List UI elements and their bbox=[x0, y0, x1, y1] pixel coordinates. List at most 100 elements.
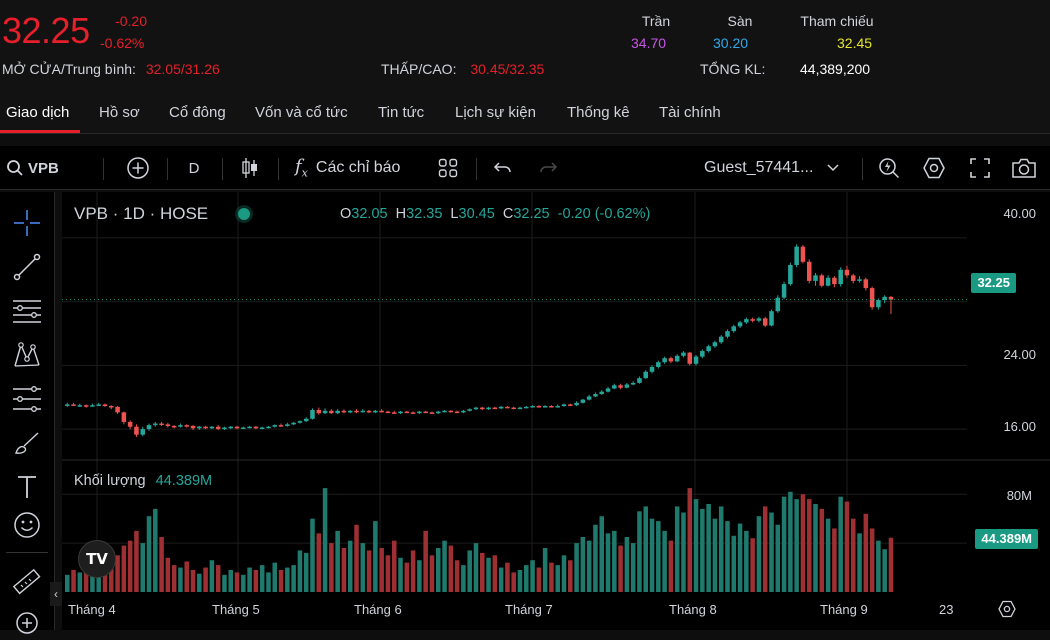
candle-body bbox=[385, 411, 391, 414]
brush-tool[interactable] bbox=[10, 426, 44, 460]
volume-bar bbox=[687, 488, 693, 592]
axis-settings-button[interactable] bbox=[998, 600, 1016, 618]
volume-bar bbox=[115, 555, 120, 592]
tab-bar: Giao dịch Hồ sơ Cổ đông Vốn và cổ tức Ti… bbox=[0, 90, 1050, 134]
tab-tin-tuc[interactable]: Tin tức bbox=[378, 104, 425, 121]
volume-bar bbox=[398, 557, 403, 592]
fullscreen-icon bbox=[970, 158, 990, 178]
candle-body bbox=[888, 296, 894, 300]
plus-circle-icon bbox=[126, 156, 150, 180]
volume-bar bbox=[857, 533, 862, 592]
trend-line-tool[interactable] bbox=[10, 250, 44, 284]
close-label: C bbox=[502, 206, 514, 222]
volume-bar bbox=[511, 572, 516, 592]
undo-button[interactable] bbox=[490, 146, 516, 190]
volume-bar bbox=[77, 572, 83, 592]
volume-bar bbox=[241, 574, 246, 592]
settings-button[interactable] bbox=[920, 146, 948, 190]
candles-icon bbox=[240, 157, 260, 179]
price-change-percent: -0.62% bbox=[100, 35, 145, 51]
candle-body bbox=[448, 410, 454, 413]
quick-search-button[interactable] bbox=[875, 146, 903, 190]
fib-tool[interactable] bbox=[10, 294, 44, 328]
close-value: 32.25 bbox=[513, 206, 550, 222]
candle-body bbox=[228, 426, 234, 429]
candle-body bbox=[127, 421, 133, 427]
indicators-button[interactable]: fx Các chỉ báo bbox=[295, 146, 419, 190]
collapse-toolbar-button[interactable]: ‹ bbox=[50, 582, 62, 606]
tab-thong-ke[interactable]: Thống kê bbox=[567, 104, 630, 121]
candle-body bbox=[417, 411, 422, 414]
volume-bar bbox=[781, 496, 787, 592]
tab-lich-su-kien[interactable]: Lịch sự kiện bbox=[455, 104, 536, 121]
volume-bar bbox=[197, 573, 202, 592]
tab-co-dong[interactable]: Cổ đông bbox=[169, 104, 226, 121]
candle-body bbox=[750, 319, 755, 321]
volume-bar bbox=[203, 567, 208, 592]
volume-bar bbox=[882, 549, 887, 592]
fullscreen-button[interactable] bbox=[966, 146, 994, 190]
candle-body bbox=[744, 319, 749, 323]
volume-bar bbox=[505, 562, 510, 592]
candle-body bbox=[266, 426, 271, 429]
crosshair-tool[interactable] bbox=[10, 206, 44, 240]
separator bbox=[0, 134, 1050, 146]
volume-bar bbox=[850, 518, 856, 592]
low-high: THẤP/CAO: 30.45/32.35 bbox=[381, 61, 544, 77]
volume-bar bbox=[429, 555, 435, 592]
zoom-in-tool[interactable] bbox=[10, 606, 44, 640]
candle-body bbox=[159, 423, 164, 426]
volume-bar bbox=[561, 555, 567, 592]
month-label: Tháng 5 bbox=[212, 602, 260, 617]
candle-body bbox=[756, 318, 762, 321]
candle-body bbox=[272, 425, 278, 427]
candle-body bbox=[423, 411, 428, 414]
candle-body bbox=[857, 279, 862, 281]
tab-tai-chinh[interactable]: Tài chính bbox=[659, 104, 721, 121]
candle-body bbox=[322, 410, 328, 414]
volume-bar bbox=[329, 543, 334, 592]
volume-bar bbox=[794, 499, 799, 592]
pattern-tool[interactable] bbox=[10, 338, 44, 372]
camera-icon bbox=[1011, 157, 1037, 179]
volume-bar bbox=[435, 548, 441, 592]
candle-body bbox=[429, 412, 435, 414]
prediction-tool[interactable] bbox=[10, 382, 44, 416]
volume-bar bbox=[291, 565, 296, 592]
volume-bar bbox=[303, 552, 309, 592]
symbol-search[interactable]: VPB bbox=[6, 146, 66, 190]
tab-ho-so[interactable]: Hồ sơ bbox=[99, 104, 140, 121]
volume-bar bbox=[712, 518, 718, 592]
candlestick-chart[interactable] bbox=[62, 192, 1050, 630]
volume-bar bbox=[693, 499, 699, 592]
templates-button[interactable] bbox=[434, 146, 462, 190]
candle-body bbox=[882, 296, 887, 301]
chart-type-button[interactable] bbox=[236, 146, 264, 190]
chart-pane[interactable]: VPB · 1D · HOSE O32.05 H32.35 L30.45 C32… bbox=[62, 192, 1050, 630]
candle-body bbox=[467, 409, 472, 411]
redo-button[interactable] bbox=[535, 146, 561, 190]
emoji-tool[interactable] bbox=[10, 508, 44, 542]
ruler-tool[interactable] bbox=[10, 565, 44, 599]
day-label: 23 bbox=[939, 602, 954, 617]
candle-body bbox=[83, 405, 89, 407]
volume-bar bbox=[731, 535, 737, 592]
volume-bar bbox=[725, 521, 730, 592]
interval-button[interactable]: D bbox=[188, 159, 200, 177]
volume-bar bbox=[153, 508, 158, 592]
volume-bar bbox=[492, 555, 498, 592]
candle-body bbox=[630, 382, 636, 385]
user-menu[interactable]: Guest_57441... bbox=[704, 146, 854, 190]
tab-giao-dich[interactable]: Giao dịch bbox=[6, 104, 70, 121]
snapshot-button[interactable] bbox=[1010, 146, 1038, 190]
volume-bar bbox=[832, 528, 837, 592]
last-price-tag: 32.25 bbox=[971, 273, 1016, 293]
compare-button[interactable] bbox=[122, 146, 154, 190]
text-tool[interactable] bbox=[10, 470, 44, 504]
candle-body bbox=[146, 425, 152, 430]
volume-bar bbox=[222, 574, 227, 592]
tradingview-logo[interactable]: TV bbox=[78, 540, 116, 578]
tab-von-co-tuc[interactable]: Vốn và cổ tức bbox=[255, 104, 348, 121]
open-value: 32.05 bbox=[145, 61, 181, 77]
total-volume-value: 44,389,200 bbox=[800, 61, 871, 77]
